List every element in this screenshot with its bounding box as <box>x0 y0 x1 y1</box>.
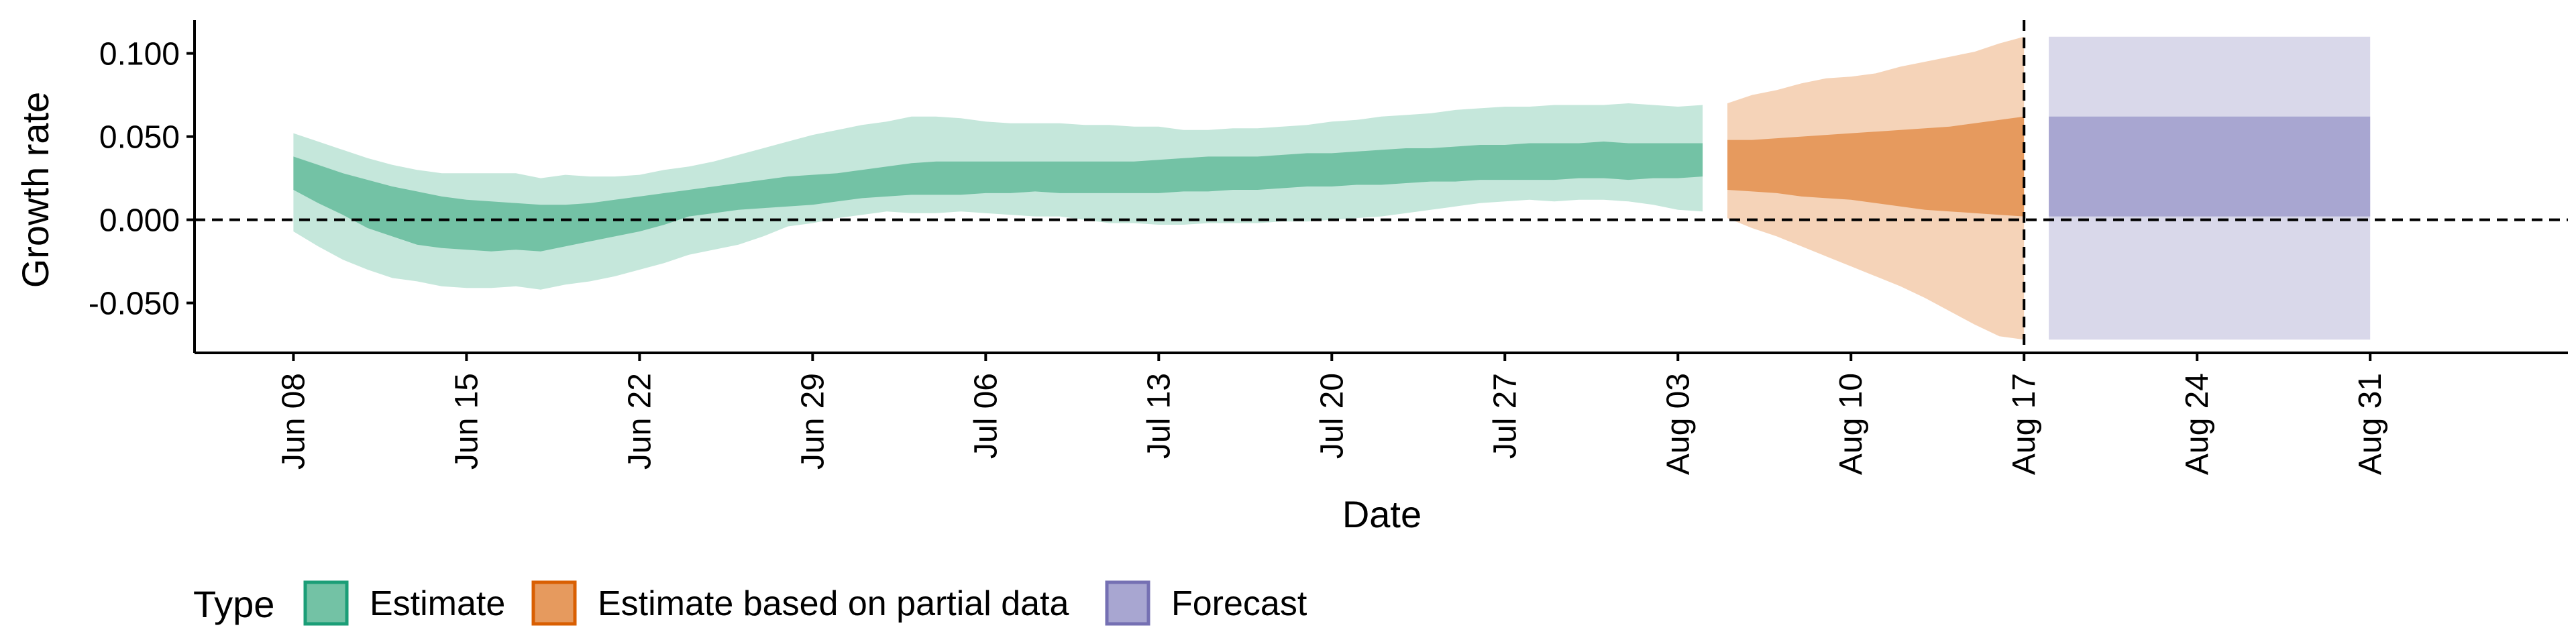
x-tick-label: Aug 10 <box>1833 373 1869 475</box>
x-tick-label: Aug 31 <box>2353 373 2388 475</box>
x-tick-label: Aug 03 <box>1660 373 1696 475</box>
x-tick-label: Aug 24 <box>2180 373 2215 475</box>
x-tick-label: Jul 20 <box>1314 373 1350 459</box>
x-tick-label: Aug 17 <box>2006 373 2042 475</box>
x-tick-label: Jul 27 <box>1487 373 1523 459</box>
y-axis-title: Growth rate <box>14 92 56 288</box>
x-tick-label: Jul 13 <box>1141 373 1177 459</box>
x-tick-label: Jun 29 <box>795 373 830 470</box>
y-tick-label: 0.000 <box>99 203 180 239</box>
x-tick-label: Jul 06 <box>968 373 1004 459</box>
bands-layer <box>293 36 2371 340</box>
x-axis-ticks: Jun 08 Jun 15 Jun 22 Jun 29 Jul 06 Jul 13 Jul … <box>276 353 2388 475</box>
legend-title: Type <box>193 583 274 625</box>
x-tick-label: Jun 08 <box>276 373 311 470</box>
legend-label-forecast: Forecast <box>1171 584 1307 623</box>
band-inner-forecast <box>2049 116 2371 217</box>
band-inner-estimate-based-on-partial-data <box>1727 116 2025 217</box>
legend-label-estimate: Estimate <box>370 584 505 623</box>
band-outer-estimate <box>293 103 1703 290</box>
legend: Type Estimate Estimate based on partial d… <box>193 580 1307 626</box>
legend-label-estimate-based-on-partial-data: Estimate based on partial data <box>598 584 1069 623</box>
legend-swatch-forecast <box>1105 580 1150 626</box>
y-tick-label: 0.050 <box>99 120 180 156</box>
x-tick-label: Jun 15 <box>449 373 484 470</box>
x-axis-title: Date <box>1342 493 1421 535</box>
legend-swatch-estimate-based-on-partial-data <box>531 580 577 626</box>
y-tick-label: 0.100 <box>99 37 180 72</box>
legend-swatch-estimate <box>303 580 349 626</box>
x-tick-label: Jun 22 <box>622 373 657 470</box>
band-inner-estimate <box>293 142 1703 252</box>
y-tick-label: -0.050 <box>89 286 180 322</box>
y-axis-ticks: -0.050 0.000 0.050 0.100 <box>89 37 195 322</box>
